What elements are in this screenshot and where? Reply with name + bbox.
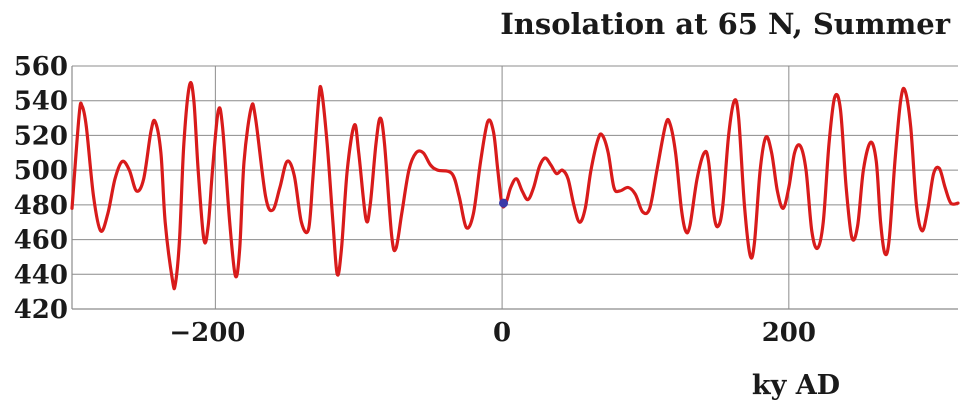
y-tick-label-560: 560 (14, 52, 68, 82)
y-tick-label-480: 480 (14, 191, 68, 221)
markers (499, 198, 509, 208)
y-tick-label-540: 540 (14, 87, 68, 117)
x-tick-label--200: −200 (169, 318, 245, 348)
y-tick-label-500: 500 (14, 156, 68, 186)
y-tick-label-420: 420 (14, 295, 68, 325)
series (70, 80, 960, 291)
present-day-marker (499, 198, 509, 208)
y-axis-tick-labels: 420 440 460 480 500 520 540 560 (14, 52, 68, 325)
x-axis-label: ky AD (752, 370, 840, 401)
x-tick-label-0: 0 (493, 318, 511, 348)
y-tick-label-460: 460 (14, 226, 68, 256)
series-line-0 (70, 80, 960, 291)
grid (71, 65, 958, 310)
chart-title: Insolation at 65 N, Summer (500, 7, 950, 41)
x-axis-tick-labels: −200 0 200 (169, 318, 816, 348)
y-tick-label-440: 440 (14, 260, 68, 290)
x-tick-label-200: 200 (762, 318, 816, 348)
y-tick-label-520: 520 (14, 121, 68, 151)
